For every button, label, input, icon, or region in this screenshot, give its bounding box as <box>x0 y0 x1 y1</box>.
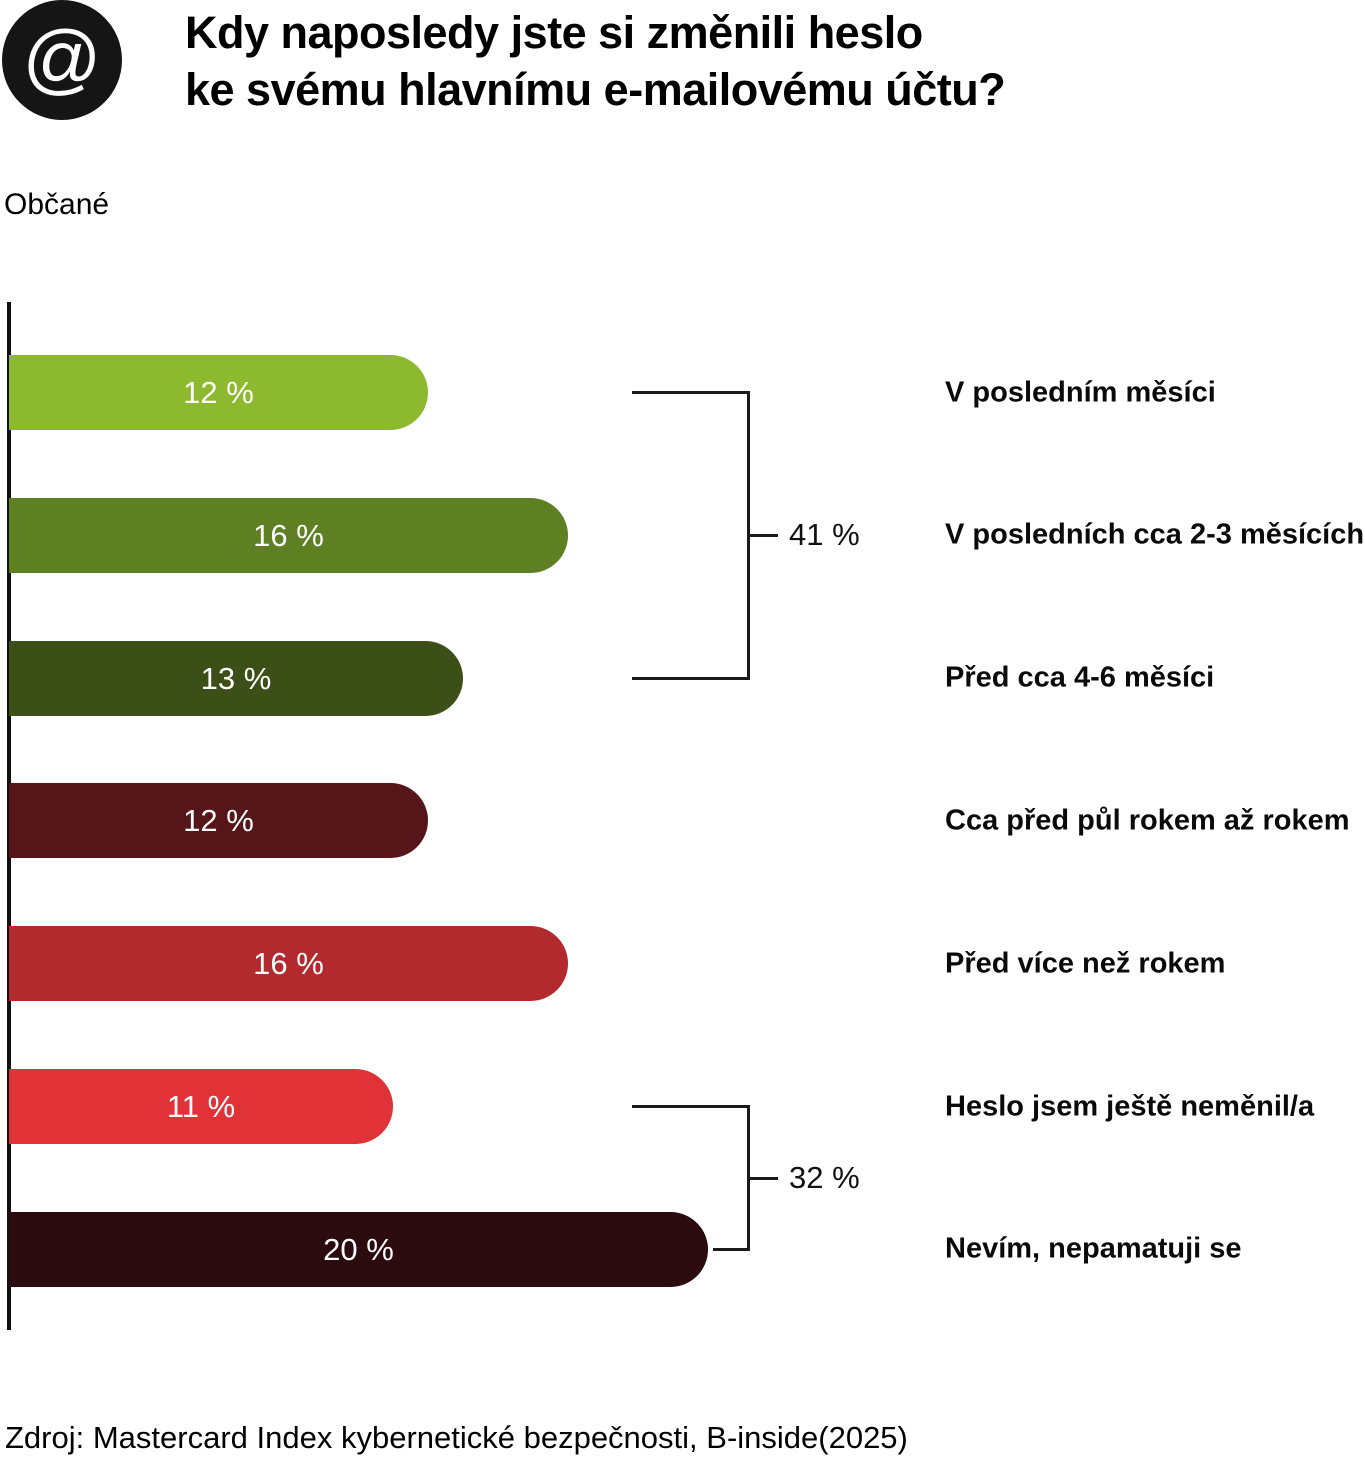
bracket-vertical-line <box>747 1105 750 1251</box>
bar-4: 12 % <box>9 783 428 858</box>
category-label: Heslo jsem ještě neměnil/a <box>945 1090 1315 1123</box>
category-label: V posledních cca 2-3 měsících <box>945 518 1365 551</box>
bar-value-label: 11 % <box>166 1089 236 1124</box>
bar-value-label: 13 % <box>200 661 272 696</box>
bar-value-label: 12 % <box>183 803 254 838</box>
bar-3: 13 % <box>9 641 463 716</box>
bar-1: 12 % <box>9 355 428 430</box>
chart-title: Kdy naposledy jste si změnili heslo ke s… <box>185 4 1006 118</box>
category-label: Před cca 4-6 měsíci <box>945 661 1215 694</box>
source-text: Zdroj: Mastercard Index kybernetické bez… <box>5 1420 908 1455</box>
bar-value-label: 16 % <box>253 518 324 553</box>
category-label: V posledním měsíci <box>945 376 1216 409</box>
bracket-bottom-line <box>713 1248 750 1251</box>
category-label: Před více než rokem <box>945 947 1226 980</box>
bracket-vertical-line <box>747 391 750 680</box>
chart-title-line1: Kdy naposledy jste si změnili heslo <box>185 7 923 58</box>
bar-6: 11 % <box>9 1069 393 1144</box>
category-label: Cca před půl rokem až rokem <box>945 804 1350 837</box>
bar-value-label: 12 % <box>183 375 254 410</box>
bracket-bottom-line <box>632 677 750 680</box>
at-icon: @ <box>2 0 122 120</box>
category-label: Nevím, nepamatuji se <box>945 1232 1242 1265</box>
bracket-tick-line <box>750 1177 778 1180</box>
chart-title-line2: ke svému hlavnímu e-mailovému účtu? <box>185 64 1006 116</box>
bar-value-label: 16 % <box>253 946 324 981</box>
bar-2: 16 % <box>9 498 568 573</box>
chart-subtitle: Občané <box>4 188 110 221</box>
bar-5: 16 % <box>9 926 568 1001</box>
bracket-sum-label: 32 % <box>789 1160 860 1195</box>
bar-7: 20 % <box>9 1212 708 1287</box>
bracket-tick-line <box>750 534 778 537</box>
bracket-top-line <box>632 391 750 394</box>
bar-value-label: 20 % <box>323 1232 394 1267</box>
bracket-top-line <box>632 1105 750 1108</box>
at-icon-glyph: @ <box>22 14 102 102</box>
bracket-sum-label: 41 % <box>789 517 860 552</box>
